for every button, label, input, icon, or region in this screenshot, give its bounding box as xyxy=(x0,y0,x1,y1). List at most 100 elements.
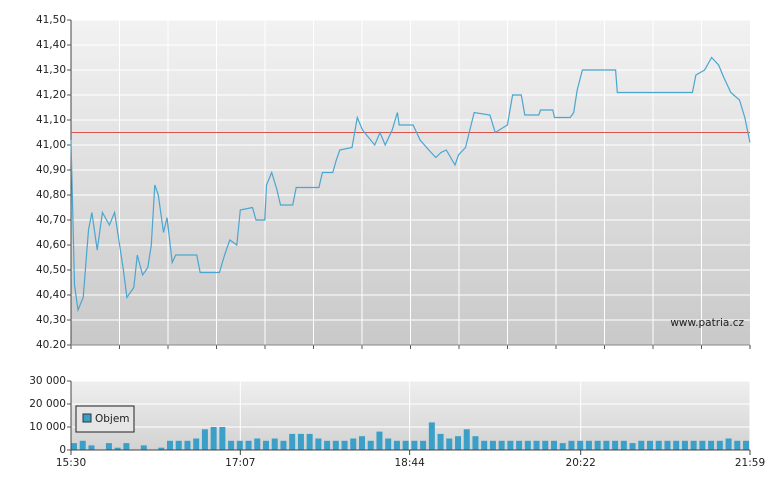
volume-bar xyxy=(524,440,531,450)
volume-bar xyxy=(481,440,488,450)
volume-bar xyxy=(367,440,374,450)
volume-bar xyxy=(280,440,287,450)
volume-bar xyxy=(455,436,462,450)
volume-bar xyxy=(158,447,165,450)
y-tick-label: 40,80 xyxy=(36,189,66,201)
volume-bar xyxy=(140,445,147,450)
volume-bar xyxy=(620,440,627,450)
volume-bar xyxy=(594,440,601,450)
volume-bar xyxy=(542,440,549,450)
x-tick-label: 18:44 xyxy=(394,457,425,469)
volume-bar xyxy=(245,440,252,450)
volume-bar xyxy=(289,433,296,450)
y-tick-label: 40.20 xyxy=(36,339,66,351)
y-tick-label: 20 000 xyxy=(29,398,66,410)
volume-bar xyxy=(315,438,322,450)
volume-bar xyxy=(201,429,208,450)
y-tick-label: 40,40 xyxy=(36,289,66,301)
volume-bar xyxy=(79,440,86,450)
x-tick-label: 17:07 xyxy=(225,457,255,469)
volume-bar xyxy=(114,447,121,450)
volume-bar xyxy=(585,440,592,450)
y-tick-label: 40,30 xyxy=(36,314,66,326)
volume-bar xyxy=(341,440,348,450)
volume-bar xyxy=(306,433,313,450)
volume-bar xyxy=(71,443,77,450)
volume-bar xyxy=(236,440,243,450)
price-line xyxy=(70,56,751,313)
volume-bar xyxy=(516,440,523,450)
volume-bar xyxy=(219,427,226,450)
x-tick-label: 21:59 xyxy=(735,457,765,469)
volume-bar xyxy=(402,440,409,450)
volume-bar xyxy=(420,440,427,450)
volume-bar xyxy=(629,443,636,450)
volume-bar xyxy=(647,440,654,450)
volume-bar xyxy=(184,440,191,450)
volume-bar xyxy=(734,440,741,450)
volume-bar xyxy=(263,440,270,450)
volume-bar xyxy=(699,440,706,450)
y-tick-label: 41,20 xyxy=(36,89,66,101)
volume-bar xyxy=(725,438,732,450)
volume-bar xyxy=(350,438,357,450)
legend-label: Objem xyxy=(95,413,130,425)
watermark: www.patria.cz xyxy=(670,317,744,329)
volume-bar xyxy=(193,438,200,450)
legend-swatch xyxy=(82,413,92,423)
volume-bar xyxy=(376,431,383,450)
volume-bar xyxy=(271,438,278,450)
volume-plot-area xyxy=(71,381,750,450)
volume-bar xyxy=(472,436,479,450)
y-tick-label: 40,70 xyxy=(36,214,66,226)
y-tick-label: 41,00 xyxy=(36,139,66,151)
volume-bar xyxy=(437,433,444,450)
volume-bar xyxy=(664,440,671,450)
volume-bar xyxy=(638,440,645,450)
volume-bar xyxy=(743,440,750,450)
volume-bar xyxy=(507,440,514,450)
volume-bar xyxy=(105,443,112,450)
volume-bar xyxy=(167,440,174,450)
volume-bar xyxy=(708,440,715,450)
volume-bar xyxy=(655,440,662,450)
volume-bar xyxy=(393,440,400,450)
x-tick-label: 20:22 xyxy=(566,457,596,469)
volume-bar xyxy=(673,440,680,450)
volume-bar xyxy=(690,440,697,450)
y-tick-label: 10 000 xyxy=(29,421,66,433)
volume-bar xyxy=(551,440,558,450)
volume-bar xyxy=(175,440,182,450)
y-tick-label: 41,50 xyxy=(36,14,66,26)
y-tick-label: 0 xyxy=(59,444,66,456)
volume-bar xyxy=(428,422,435,450)
volume-bar xyxy=(228,440,235,450)
x-tick-label: 15:30 xyxy=(56,457,86,469)
volume-bar xyxy=(123,443,130,450)
y-tick-label: 40,90 xyxy=(36,164,66,176)
y-tick-label: 41,10 xyxy=(36,114,66,126)
volume-bar xyxy=(88,445,95,450)
volume-bar xyxy=(324,440,331,450)
volume-bar xyxy=(498,440,505,450)
volume-bar xyxy=(297,433,304,450)
volume-bar xyxy=(559,443,566,450)
volume-bar xyxy=(603,440,610,450)
volume-bar xyxy=(332,440,339,450)
y-tick-label: 40,60 xyxy=(36,239,66,251)
volume-bar xyxy=(359,436,366,450)
y-tick-label: 40,50 xyxy=(36,264,66,276)
volume-bar xyxy=(254,438,261,450)
y-tick-label: 30 000 xyxy=(29,375,66,387)
y-tick-label: 41,40 xyxy=(36,39,66,51)
volume-bar xyxy=(612,440,619,450)
volume-bar xyxy=(577,440,584,450)
volume-bar xyxy=(411,440,418,450)
volume-bar xyxy=(533,440,540,450)
volume-bar xyxy=(463,429,470,450)
volume-bar xyxy=(681,440,688,450)
volume-bar xyxy=(489,440,496,450)
y-tick-label: 41,30 xyxy=(36,64,66,76)
volume-bar xyxy=(210,427,217,450)
